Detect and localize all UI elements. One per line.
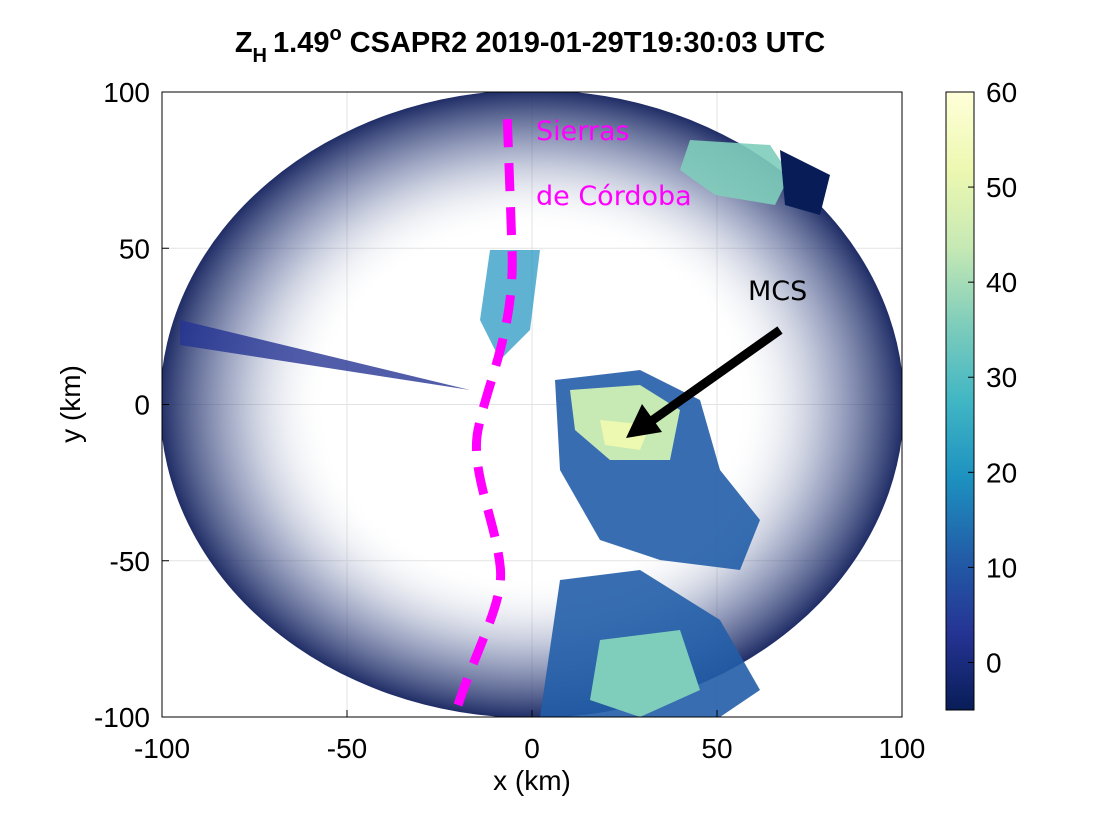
- arrow-head: [626, 404, 662, 438]
- colorbar-tick-label: 10: [986, 552, 1017, 583]
- y-axis-label: y (km): [55, 365, 86, 443]
- radar-field: [162, 92, 902, 717]
- region-label: Sierras: [536, 116, 630, 147]
- echo: [680, 140, 790, 205]
- echo: [590, 630, 700, 717]
- title-angle: 1.49: [273, 27, 329, 59]
- x-tick-label: 0: [524, 733, 540, 764]
- clutter-ray: [180, 320, 470, 390]
- y-tick-label: -50: [110, 546, 150, 577]
- colorbar-tick-label: 30: [986, 362, 1017, 393]
- y-tick-label: 50: [119, 233, 150, 264]
- region-label: de Córdoba: [536, 181, 692, 212]
- system-label: MCS: [748, 276, 807, 307]
- colorbar-tick-label: 60: [986, 77, 1017, 108]
- colorbar-tick-label: 20: [986, 457, 1017, 488]
- colorbar-tick-label: 0: [986, 647, 1002, 678]
- chart-title: ZH 1.49o CSAPR2 2019-01-29T19:30:03 UTC: [235, 23, 825, 67]
- title-superscript: o: [329, 23, 341, 45]
- x-tick-label: 100: [879, 733, 926, 764]
- y-tick-label: 100: [103, 77, 150, 108]
- x-tick-label: 50: [701, 733, 732, 764]
- title-symbol: Z: [235, 27, 253, 59]
- title-subscript: H: [253, 45, 267, 67]
- echo: [780, 150, 830, 215]
- y-tick-label: 0: [134, 390, 150, 421]
- title-text: CSAPR2 2019-01-29T19:30:03 UTC: [350, 27, 826, 59]
- arrow-shaft: [647, 326, 783, 426]
- x-tick-label: -50: [327, 733, 367, 764]
- x-tick-label: -100: [134, 733, 190, 764]
- x-axis-label: x (km): [493, 765, 571, 796]
- colorbar-tick-label: 40: [986, 267, 1017, 298]
- ridge-line: [453, 109, 517, 707]
- colorbar-tick-label: 50: [986, 172, 1017, 203]
- colorbar: [945, 91, 975, 711]
- y-tick-label: -100: [94, 702, 150, 733]
